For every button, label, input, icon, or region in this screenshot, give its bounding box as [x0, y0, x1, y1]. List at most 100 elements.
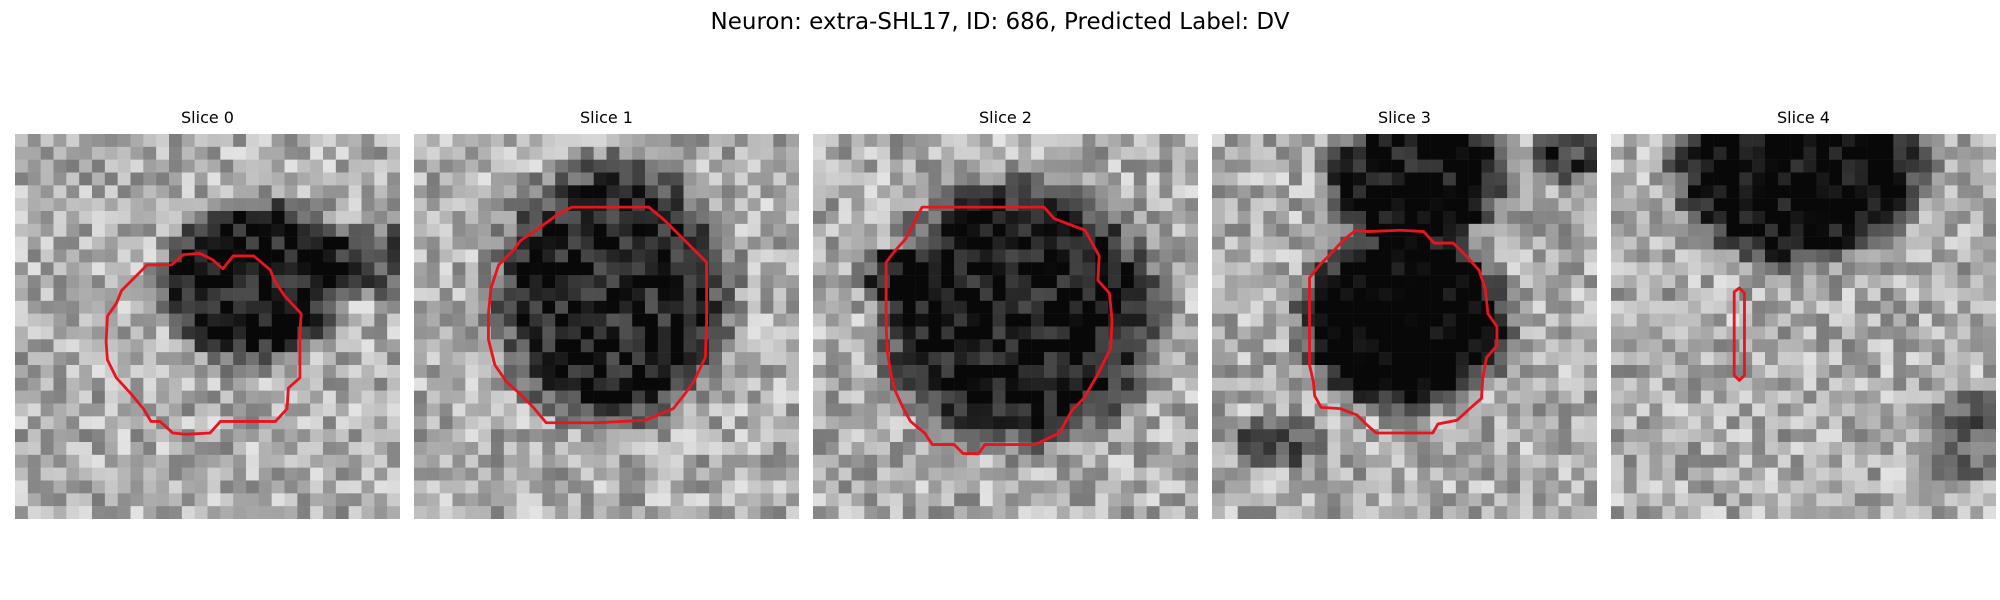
- image-pixel: [1675, 326, 1689, 340]
- panel-title: Slice 4: [1777, 108, 1830, 127]
- image-pixel: [1545, 146, 1559, 160]
- image-pixel: [1558, 313, 1572, 327]
- image-pixel: [1919, 365, 1933, 379]
- image-pixel: [1289, 211, 1303, 225]
- image-pixel: [1108, 454, 1122, 468]
- image-pixel: [967, 313, 981, 327]
- image-pixel: [1468, 429, 1482, 443]
- image-pixel: [503, 223, 517, 237]
- image-pixel: [1842, 185, 1856, 199]
- image-pixel: [813, 326, 827, 340]
- image-pixel: [1777, 442, 1791, 456]
- image-pixel: [1507, 300, 1521, 314]
- image-pixel: [1340, 377, 1354, 391]
- image-pixel: [104, 275, 118, 289]
- image-pixel: [1301, 134, 1315, 148]
- image-pixel: [335, 300, 349, 314]
- image-pixel: [1031, 326, 1045, 340]
- image-pixel: [864, 172, 878, 186]
- image-pixel: [1520, 506, 1534, 519]
- image-pixel: [1765, 211, 1779, 225]
- image-pixel: [53, 416, 67, 430]
- image-pixel: [323, 390, 337, 404]
- image-pixel: [258, 377, 272, 391]
- image-pixel: [1005, 159, 1019, 173]
- image-pixel: [593, 262, 607, 276]
- image-pixel: [1803, 211, 1817, 225]
- image-pixel: [452, 211, 466, 225]
- image-pixel: [928, 146, 942, 160]
- image-pixel: [40, 313, 54, 327]
- image-pixel: [452, 506, 466, 519]
- image-pixel: [503, 211, 517, 225]
- image-pixel: [928, 159, 942, 173]
- image-pixel: [1880, 236, 1894, 250]
- image-pixel: [734, 326, 748, 340]
- image-pixel: [233, 416, 247, 430]
- image-pixel: [1443, 480, 1457, 494]
- image-pixel: [670, 454, 684, 468]
- image-pixel: [568, 146, 582, 160]
- image-pixel: [258, 454, 272, 468]
- image-pixel: [130, 339, 144, 353]
- image-pixel: [722, 211, 736, 225]
- image-pixel: [683, 493, 697, 507]
- image-pixel: [838, 300, 852, 314]
- image-pixel: [1919, 416, 1933, 430]
- image-pixel: [1752, 390, 1766, 404]
- image-pixel: [181, 134, 195, 148]
- image-pixel: [1739, 249, 1753, 263]
- image-pixel: [568, 326, 582, 340]
- image-pixel: [967, 365, 981, 379]
- image-pixel: [66, 249, 80, 263]
- image-pixel: [838, 365, 852, 379]
- image-pixel: [284, 352, 298, 366]
- image-pixel: [593, 313, 607, 327]
- image-pixel: [1880, 403, 1894, 417]
- image-pixel: [902, 506, 916, 519]
- image-pixel: [722, 236, 736, 250]
- image-pixel: [104, 223, 118, 237]
- image-pixel: [1224, 467, 1238, 481]
- image-pixel: [593, 300, 607, 314]
- image-pixel: [1172, 339, 1186, 353]
- image-pixel: [1623, 236, 1637, 250]
- image-pixel: [734, 262, 748, 276]
- image-pixel: [1623, 416, 1637, 430]
- image-pixel: [851, 429, 865, 443]
- image-pixel: [954, 352, 968, 366]
- image-pixel: [426, 429, 440, 443]
- image-pixel: [1224, 172, 1238, 186]
- image-pixel: [92, 313, 106, 327]
- image-pixel: [117, 365, 131, 379]
- image-pixel: [709, 377, 723, 391]
- image-pixel: [1700, 236, 1714, 250]
- image-pixel: [1353, 134, 1367, 148]
- image-pixel: [1481, 326, 1495, 340]
- image-pixel: [143, 326, 157, 340]
- image-pixel: [1880, 134, 1894, 148]
- image-pixel: [1507, 429, 1521, 443]
- image-pixel: [1289, 377, 1303, 391]
- image-pixel: [426, 172, 440, 186]
- image-pixel: [1095, 146, 1109, 160]
- image-pixel: [1276, 467, 1290, 481]
- image-pixel: [387, 326, 400, 340]
- image-pixel: [1494, 211, 1508, 225]
- image-pixel: [1031, 275, 1045, 289]
- image-pixel: [1095, 211, 1109, 225]
- image-pixel: [1571, 429, 1585, 443]
- image-pixel: [181, 198, 195, 212]
- image-pixel: [1005, 300, 1019, 314]
- image-pixel: [1044, 288, 1058, 302]
- image-pixel: [387, 339, 400, 353]
- image-pixel: [1212, 493, 1226, 507]
- image-pixel: [747, 249, 761, 263]
- image-pixel: [967, 288, 981, 302]
- image-pixel: [992, 377, 1006, 391]
- image-pixel: [374, 198, 388, 212]
- image-pixel: [1765, 390, 1779, 404]
- image-pixel: [143, 467, 157, 481]
- image-pixel: [1133, 390, 1147, 404]
- image-pixel: [709, 134, 723, 148]
